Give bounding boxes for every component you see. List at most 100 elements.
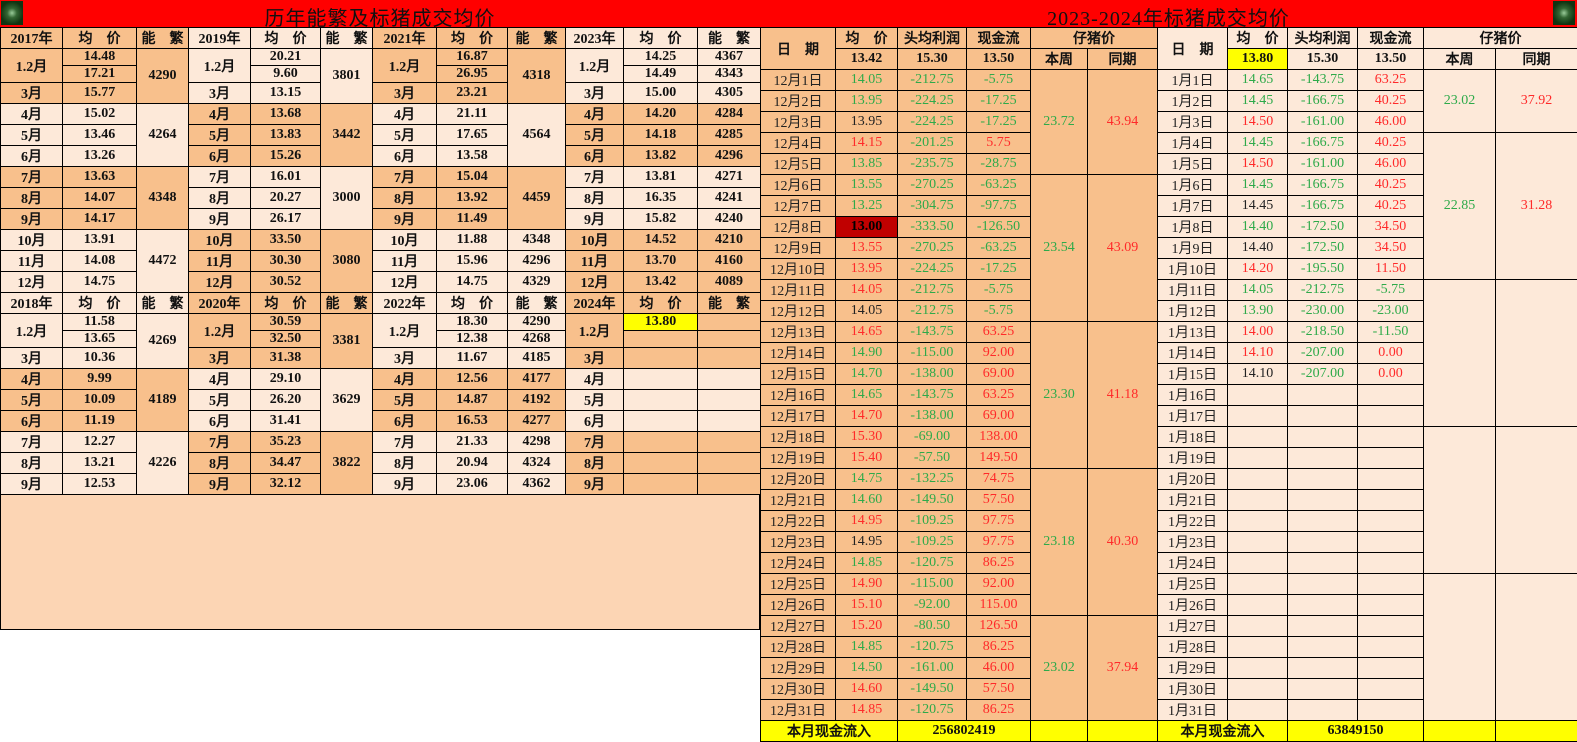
month-label[interactable]: 6月 bbox=[1, 146, 63, 167]
price-cell[interactable]: 13.83 bbox=[251, 125, 321, 146]
profit-cell[interactable] bbox=[1288, 532, 1358, 553]
price-cell[interactable]: 13.81 bbox=[624, 167, 698, 188]
price-cell[interactable]: 13.80 bbox=[624, 314, 698, 331]
date-cell[interactable]: 1月8日 bbox=[1158, 217, 1228, 238]
piglet-this-week[interactable] bbox=[1424, 574, 1496, 721]
nengfan-header[interactable]: 能 繁 bbox=[321, 28, 373, 49]
price-header[interactable]: 均 价 bbox=[251, 28, 321, 49]
price-header[interactable]: 均 价 bbox=[63, 293, 137, 314]
price-cell[interactable]: 15.96 bbox=[437, 251, 508, 272]
cash-cell[interactable]: 86.25 bbox=[967, 637, 1031, 658]
month-label[interactable]: 7月 bbox=[189, 432, 251, 453]
date-cell[interactable]: 1月18日 bbox=[1158, 427, 1228, 448]
month-label[interactable]: 6月 bbox=[373, 146, 437, 167]
cash-cell[interactable]: 5.75 bbox=[967, 133, 1031, 154]
nengfan-cell[interactable]: 4343 bbox=[698, 66, 761, 83]
profit-cell[interactable]: -69.00 bbox=[898, 427, 967, 448]
price-header[interactable]: 均 价 bbox=[437, 293, 508, 314]
price-cell[interactable]: 13.55 bbox=[836, 175, 898, 196]
profit-cell[interactable] bbox=[1288, 700, 1358, 721]
price-cell[interactable] bbox=[624, 369, 698, 390]
price-cell[interactable]: 14.15 bbox=[836, 133, 898, 154]
month-label[interactable]: 6月 bbox=[189, 146, 251, 167]
date-cell[interactable]: 1月1日 bbox=[1158, 70, 1228, 91]
nengfan-cell[interactable]: 4226 bbox=[137, 432, 189, 495]
profit-header[interactable]: 头均利润 bbox=[1288, 28, 1358, 49]
date-cell[interactable]: 12月1日 bbox=[761, 70, 836, 91]
profit-cell[interactable]: -166.75 bbox=[1288, 133, 1358, 154]
nengfan-cell[interactable]: 3442 bbox=[321, 104, 373, 167]
nengfan-cell[interactable]: 4290 bbox=[137, 49, 189, 104]
price-cell[interactable]: 14.20 bbox=[624, 104, 698, 125]
month-label[interactable]: 9月 bbox=[189, 474, 251, 495]
nengfan-cell[interactable]: 4305 bbox=[698, 83, 761, 104]
month-label[interactable]: 8月 bbox=[1, 188, 63, 209]
cash-cell[interactable]: 46.00 bbox=[1358, 112, 1424, 133]
price-cell[interactable] bbox=[1228, 700, 1288, 721]
ref-profit[interactable]: 15.30 bbox=[898, 49, 967, 70]
cash-cell[interactable]: -17.25 bbox=[967, 112, 1031, 133]
price-cell[interactable]: 10.09 bbox=[63, 390, 137, 411]
price-cell[interactable]: 13.46 bbox=[63, 125, 137, 146]
year-label[interactable]: 2023年 bbox=[566, 28, 624, 49]
profit-cell[interactable]: -224.25 bbox=[898, 259, 967, 280]
cash-cell[interactable]: 40.25 bbox=[1358, 133, 1424, 154]
nengfan-cell[interactable]: 4277 bbox=[508, 411, 566, 432]
price-cell[interactable]: 13.55 bbox=[836, 238, 898, 259]
price-cell[interactable]: 14.40 bbox=[1228, 217, 1288, 238]
profit-cell[interactable] bbox=[1288, 448, 1358, 469]
nengfan-header[interactable]: 能 繁 bbox=[508, 293, 566, 314]
month-label[interactable]: 12月 bbox=[566, 272, 624, 293]
price-header[interactable]: 均 价 bbox=[624, 293, 698, 314]
nengfan-cell[interactable]: 4296 bbox=[698, 146, 761, 167]
price-cell[interactable]: 23.06 bbox=[437, 474, 508, 495]
price-cell[interactable]: 13.68 bbox=[251, 104, 321, 125]
price-cell[interactable]: 15.10 bbox=[836, 595, 898, 616]
price-cell[interactable]: 11.88 bbox=[437, 230, 508, 251]
price-cell[interactable]: 26.95 bbox=[437, 66, 508, 83]
cash-cell[interactable]: 69.00 bbox=[967, 364, 1031, 385]
month-label[interactable]: 8月 bbox=[1, 453, 63, 474]
this-week-header[interactable]: 本周 bbox=[1031, 49, 1088, 70]
profit-cell[interactable]: -120.75 bbox=[898, 700, 967, 721]
cash-cell[interactable]: 40.25 bbox=[1358, 196, 1424, 217]
nengfan-cell[interactable]: 4348 bbox=[508, 230, 566, 251]
price-cell[interactable]: 14.50 bbox=[836, 658, 898, 679]
date-cell[interactable]: 12月23日 bbox=[761, 532, 836, 553]
piglet-same-period[interactable]: 37.92 bbox=[1496, 70, 1577, 133]
date-cell[interactable]: 12月8日 bbox=[761, 217, 836, 238]
profit-cell[interactable] bbox=[1288, 679, 1358, 700]
cash-cell[interactable] bbox=[1358, 385, 1424, 406]
price-cell[interactable]: 13.00 bbox=[836, 217, 898, 238]
monthly-cashflow-label[interactable]: 本月现金流入 bbox=[761, 721, 898, 742]
monthly-cashflow-label[interactable]: 本月现金流入 bbox=[1158, 721, 1288, 742]
month-label[interactable]: 3月 bbox=[373, 348, 437, 369]
price-cell[interactable] bbox=[1228, 490, 1288, 511]
date-cell[interactable]: 12月26日 bbox=[761, 595, 836, 616]
profit-header[interactable]: 头均利润 bbox=[898, 28, 967, 49]
price-cell[interactable]: 14.75 bbox=[63, 272, 137, 293]
empty-cell[interactable] bbox=[1088, 721, 1158, 742]
date-cell[interactable]: 1月30日 bbox=[1158, 679, 1228, 700]
cash-header[interactable]: 现金流 bbox=[1358, 28, 1424, 49]
date-cell[interactable]: 12月15日 bbox=[761, 364, 836, 385]
price-cell[interactable] bbox=[1228, 532, 1288, 553]
nengfan-cell[interactable]: 4329 bbox=[508, 272, 566, 293]
nengfan-cell[interactable] bbox=[698, 369, 761, 390]
month-label[interactable]: 9月 bbox=[566, 474, 624, 495]
date-header[interactable]: 日 期 bbox=[761, 28, 836, 70]
cash-cell[interactable]: 40.25 bbox=[1358, 91, 1424, 112]
price-cell[interactable]: 13.42 bbox=[624, 272, 698, 293]
month-label[interactable]: 11月 bbox=[189, 251, 251, 272]
date-cell[interactable]: 12月31日 bbox=[761, 700, 836, 721]
cash-cell[interactable]: -28.75 bbox=[967, 154, 1031, 175]
profit-cell[interactable]: -212.75 bbox=[1288, 280, 1358, 301]
cash-cell[interactable]: 34.50 bbox=[1358, 238, 1424, 259]
empty-cell[interactable] bbox=[1031, 721, 1088, 742]
price-cell[interactable] bbox=[1228, 448, 1288, 469]
price-cell[interactable]: 14.90 bbox=[836, 574, 898, 595]
nengfan-cell[interactable]: 4285 bbox=[698, 125, 761, 146]
date-cell[interactable]: 1月31日 bbox=[1158, 700, 1228, 721]
piglet-header[interactable]: 仔猪价 bbox=[1031, 28, 1158, 49]
month-label[interactable]: 3月 bbox=[1, 83, 63, 104]
